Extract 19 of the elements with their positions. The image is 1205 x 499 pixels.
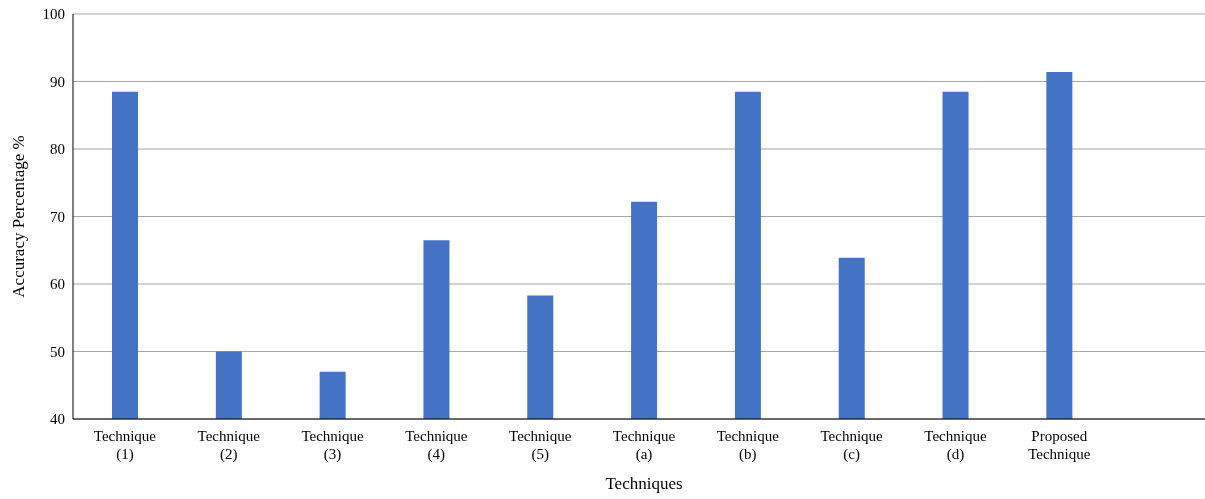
y-tick-label: 40 (50, 411, 65, 428)
y-axis-title: Accuracy Percentage % (9, 135, 29, 298)
x-tick-label: Technique (4) (405, 428, 468, 463)
x-tick-label: Technique (3) (301, 428, 365, 463)
x-tick-label: Technique (1) (93, 428, 157, 463)
x-tick-label: Technique (a) (612, 428, 676, 463)
x-tick-label: Technique (5) (509, 428, 572, 463)
x-tick-label: Technique (2) (197, 428, 261, 463)
x-tick-label: Technique (b) (716, 428, 780, 463)
y-tick-label: 100 (42, 6, 65, 23)
x-tick-label: Technique (d) (924, 428, 987, 463)
y-tick-label: 50 (50, 343, 65, 360)
y-tick-label: 90 (50, 73, 65, 90)
x-tick-label: Proposed Technique (1028, 428, 1091, 462)
x-tick-label: Technique (c) (820, 428, 884, 463)
y-tick-label: 70 (50, 208, 65, 225)
y-tick-label: 80 (50, 141, 65, 158)
x-axis-title: Techniques (605, 474, 683, 493)
y-tick-label: 60 (50, 276, 65, 293)
